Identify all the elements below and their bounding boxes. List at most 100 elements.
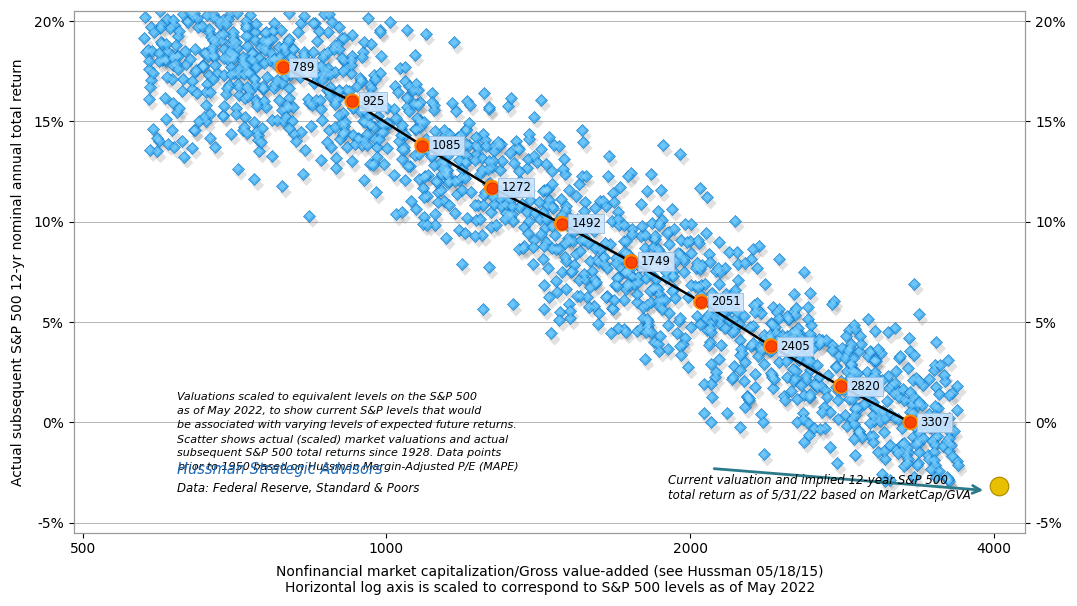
- Point: [835, 385, 852, 395]
- Point: [246, 118, 263, 127]
- Point: [378, 103, 395, 113]
- Point: [634, 313, 652, 323]
- Point: [651, 301, 668, 311]
- Point: [298, 175, 316, 185]
- Point: [425, 126, 443, 136]
- Point: [247, 19, 264, 28]
- Point: [612, 263, 629, 273]
- Point: [700, 310, 717, 319]
- Point: [894, 398, 911, 408]
- Point: [362, 120, 379, 130]
- Point: [655, 141, 672, 150]
- Point: [903, 396, 920, 405]
- Point: [405, 99, 422, 109]
- Point: [864, 320, 881, 330]
- Point: [236, 70, 253, 79]
- Point: [250, 85, 267, 95]
- Point: [938, 472, 955, 482]
- Point: [646, 235, 663, 244]
- Point: [529, 241, 546, 251]
- Point: [361, 119, 378, 129]
- Point: [322, 53, 339, 63]
- Point: [914, 433, 932, 443]
- Point: [620, 265, 638, 275]
- Point: [207, 48, 224, 58]
- Point: [653, 250, 670, 260]
- Point: [530, 198, 547, 207]
- Point: [284, 102, 302, 112]
- Point: [779, 398, 796, 407]
- Point: [349, 81, 366, 91]
- Point: [755, 335, 772, 344]
- Point: [651, 247, 668, 256]
- Point: [551, 307, 569, 317]
- Point: [779, 311, 796, 321]
- Point: [218, 19, 235, 28]
- Point: [728, 247, 745, 257]
- Point: [228, 41, 246, 51]
- Point: [537, 215, 555, 224]
- Point: [229, 74, 247, 84]
- Point: [321, 68, 338, 78]
- Point: [143, 62, 160, 72]
- Point: [913, 419, 931, 428]
- Point: [362, 89, 379, 99]
- Point: [257, 27, 275, 37]
- Point: [162, 23, 179, 33]
- Point: [579, 281, 597, 290]
- Point: [602, 298, 619, 307]
- Point: [163, 53, 180, 62]
- Point: [595, 251, 612, 261]
- Point: [646, 231, 663, 241]
- Point: [755, 330, 772, 339]
- Point: [607, 194, 625, 204]
- Point: [801, 356, 819, 366]
- Point: [932, 360, 949, 370]
- Point: [770, 313, 787, 323]
- Point: [475, 88, 492, 98]
- Point: [330, 22, 347, 32]
- Point: [933, 438, 950, 447]
- Point: [850, 403, 867, 413]
- Point: [938, 414, 955, 424]
- Point: [323, 17, 340, 27]
- Point: [249, 63, 266, 73]
- Point: [432, 158, 449, 167]
- Point: [670, 248, 687, 258]
- Point: [396, 136, 414, 146]
- Point: [365, 122, 382, 132]
- Point: [184, 84, 201, 94]
- Point: [640, 325, 657, 335]
- Point: [649, 296, 667, 305]
- Point: [901, 346, 919, 356]
- Point: [300, 98, 318, 108]
- Point: [714, 361, 731, 370]
- Point: [209, 15, 226, 25]
- Point: [914, 444, 932, 453]
- Point: [419, 191, 436, 201]
- Point: [697, 313, 714, 323]
- Point: [674, 322, 691, 332]
- Point: [709, 307, 726, 317]
- Point: [355, 82, 373, 92]
- Point: [714, 243, 731, 253]
- Point: [564, 236, 582, 246]
- Point: [263, 34, 280, 44]
- Point: [632, 332, 649, 342]
- Point: [184, 76, 201, 85]
- Point: [715, 319, 732, 329]
- Point: [415, 219, 432, 229]
- Point: [426, 158, 444, 167]
- Point: [828, 458, 845, 468]
- Point: [677, 345, 695, 355]
- Point: [886, 323, 904, 333]
- Point: [926, 360, 943, 370]
- Point: [643, 270, 660, 280]
- Point: [164, 53, 181, 63]
- Point: [841, 325, 858, 335]
- Point: [365, 122, 382, 132]
- Point: [212, 21, 229, 31]
- Point: [520, 129, 537, 139]
- Point: [910, 447, 927, 457]
- Point: [705, 324, 723, 333]
